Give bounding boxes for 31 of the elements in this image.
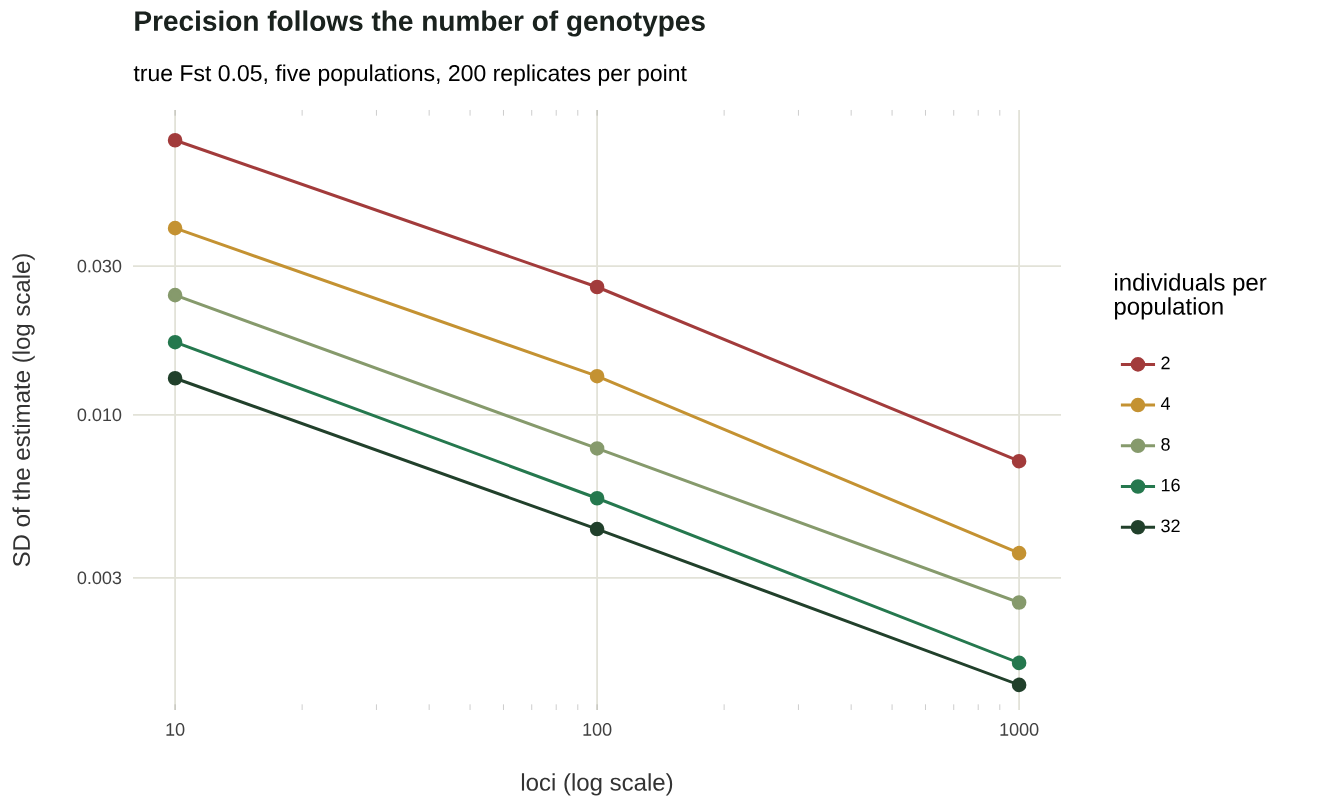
x-tick-label: 10	[166, 723, 185, 736]
legend-label: 2	[1161, 356, 1170, 370]
legend-label: 4	[1160, 397, 1171, 410]
point	[589, 490, 605, 506]
y-axis-title: SD of the estimate (log scale)	[12, 254, 35, 567]
point	[167, 287, 183, 303]
y-tick-label: 0.010	[77, 408, 122, 422]
point	[1011, 655, 1027, 671]
point	[589, 368, 605, 384]
chart-subtitle: true Fst 0.05, five populations, 200 replicates per point	[133, 64, 687, 86]
point	[1011, 545, 1027, 561]
point	[589, 521, 605, 537]
legend-label: 8	[1161, 437, 1170, 451]
point	[589, 279, 605, 295]
point	[167, 132, 183, 148]
chart-title: Precision follows the number of genotypes	[135, 10, 705, 37]
point	[1011, 677, 1027, 693]
x-tick-label: 100	[583, 723, 612, 736]
y-tick-label: 0.030	[77, 259, 122, 273]
legend-label: 32	[1161, 519, 1180, 533]
y-tick-label: 0.003	[77, 571, 122, 585]
legend-title: individuals per population	[1114, 273, 1267, 320]
x-axis-title: loci (log scale)	[521, 773, 673, 796]
point	[1011, 595, 1027, 610]
point	[167, 220, 183, 236]
point	[1011, 453, 1027, 469]
x-tick-label: 1000	[1000, 723, 1039, 736]
point	[589, 441, 605, 456]
legend-label: 16	[1161, 478, 1180, 492]
point	[167, 370, 183, 386]
point	[167, 334, 183, 350]
